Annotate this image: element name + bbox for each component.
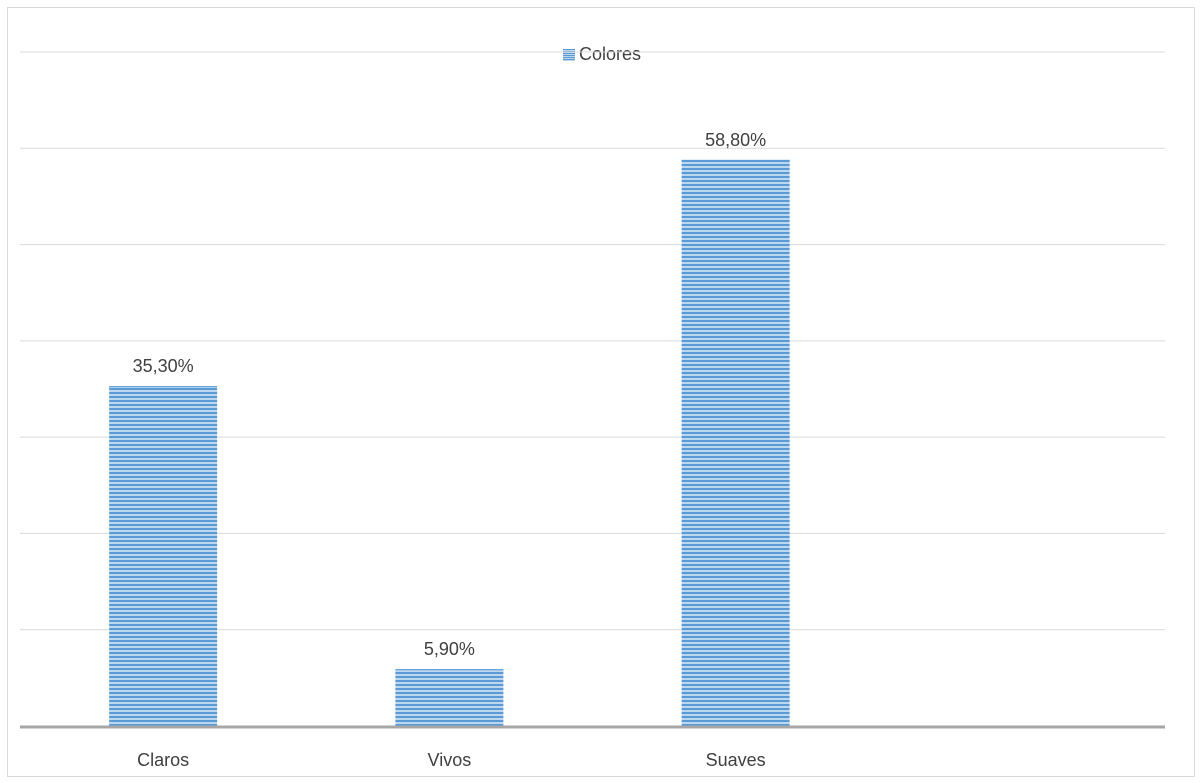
category-label-suaves: Suaves xyxy=(706,750,766,770)
chart-frame: Colores 35,30% Claros 5,90% Vivos 58,80% Suav… xyxy=(7,7,1195,777)
bar-claros xyxy=(109,386,218,726)
bar-chart: 35,30% Claros 5,90% Vivos 58,80% Suaves xyxy=(20,51,1165,770)
legend-label-colores: Colores xyxy=(578,44,642,64)
category-label-vivos: Vivos xyxy=(428,750,472,770)
bar-suaves xyxy=(681,159,790,727)
data-label-suaves: 58,80% xyxy=(705,130,766,150)
category-label-claros: Claros xyxy=(137,750,189,770)
bar-vivos xyxy=(395,669,504,726)
data-label-claros: 35,30% xyxy=(133,356,194,376)
data-label-vivos: 5,90% xyxy=(424,639,475,659)
